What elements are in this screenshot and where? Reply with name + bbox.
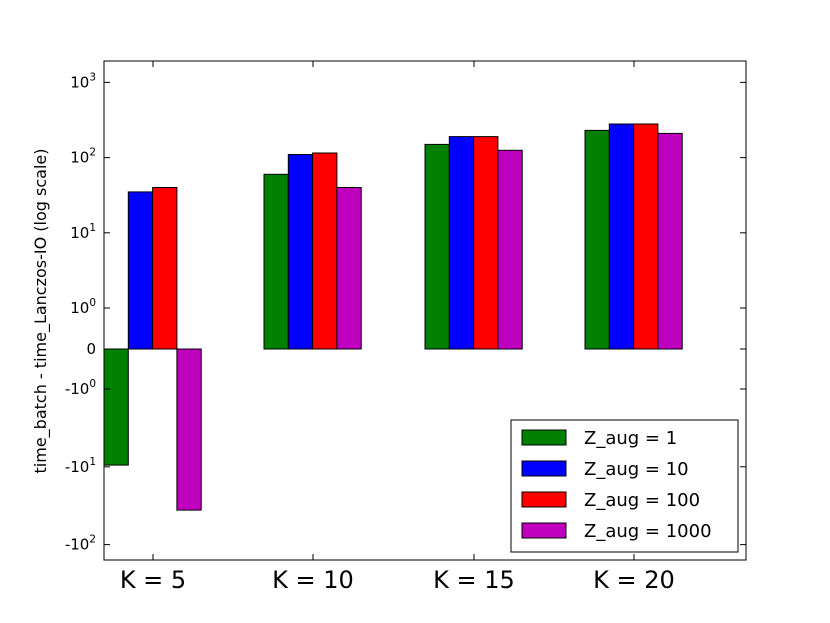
y-tick-label-6: -101 xyxy=(65,456,96,476)
y-tick-label-7: -102 xyxy=(65,534,96,554)
bar-4-series-2 xyxy=(608,123,635,350)
axes-layer: 103 102 101 100 0 -100 -101 -102 K = 5 K = 10 K = … xyxy=(65,61,746,594)
bar-1-series-1 xyxy=(103,348,129,466)
legend-swatch-2 xyxy=(521,460,567,477)
bar-2-series-2 xyxy=(287,154,314,350)
bar-2-series-4 xyxy=(336,187,362,350)
bar-3-series-1 xyxy=(424,143,450,350)
bar-2-series-3 xyxy=(312,152,338,350)
legend-swatch-1 xyxy=(521,429,567,446)
x-tick-label-3: K = 20 xyxy=(593,566,675,594)
bar-3-series-2 xyxy=(448,136,475,350)
y-axis-label: time_batch - time_Lanczos-IO (log scale) xyxy=(31,149,51,474)
y-tick-label-3: 100 xyxy=(70,297,96,317)
legend-label-1: Z_aug = 1 xyxy=(584,428,677,449)
legend-label-4: Z_aug = 1000 xyxy=(584,521,712,542)
legend-swatch-4 xyxy=(521,522,567,539)
bars-layer xyxy=(103,123,683,511)
bar-1-series-2 xyxy=(127,191,154,350)
bar-1-series-4 xyxy=(176,348,202,511)
bar-4-series-4 xyxy=(657,132,683,350)
y-tick-label-4: 0 xyxy=(86,340,96,358)
y-tick-label-5: -100 xyxy=(65,378,96,398)
bar-3-series-3 xyxy=(473,136,499,350)
y-tick-label-1: 102 xyxy=(70,147,96,167)
legend-label-2: Z_aug = 10 xyxy=(584,459,689,480)
bar-4-series-1 xyxy=(584,129,610,350)
bar-2-series-1 xyxy=(263,173,289,350)
plot-frame xyxy=(103,60,747,561)
x-tick-label-0: K = 5 xyxy=(120,566,186,594)
bar-3-series-4 xyxy=(497,149,523,350)
bar-1-series-3 xyxy=(152,187,178,350)
y-tick-label-2: 101 xyxy=(70,222,96,242)
legend-label-3: Z_aug = 100 xyxy=(584,490,700,511)
x-tick-label-1: K = 10 xyxy=(272,566,354,594)
y-tick-label-0: 103 xyxy=(70,71,96,91)
x-tick-label-2: K = 15 xyxy=(433,566,515,594)
bar-4-series-3 xyxy=(633,123,659,350)
legend-swatch-3 xyxy=(521,491,567,508)
legend: Z_aug = 1 Z_aug = 10 Z_aug = 100 Z_aug = 10… xyxy=(510,419,739,553)
